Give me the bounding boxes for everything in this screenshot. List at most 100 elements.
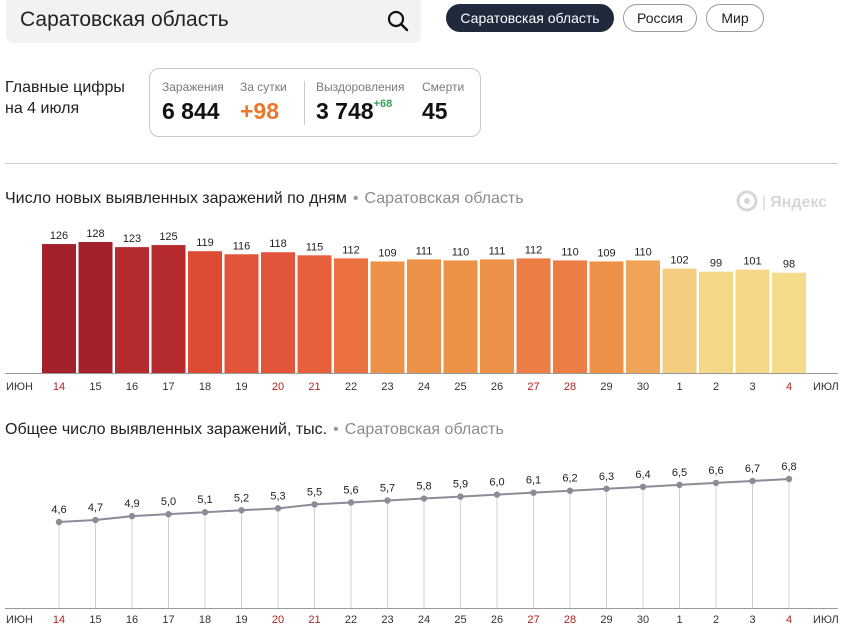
- summary-title: Главные цифры на 4 июля: [5, 79, 125, 117]
- yandex-watermark: | Яндекс: [736, 190, 827, 212]
- bar-value-label: 111: [489, 245, 506, 257]
- bar-value-label: 115: [306, 241, 324, 253]
- search-box[interactable]: Саратовская область: [6, 0, 421, 43]
- recovered-value: 3 748: [316, 98, 374, 124]
- data-point: [311, 501, 318, 508]
- x-tick-label: 17: [162, 614, 174, 626]
- stats-divider: [304, 81, 305, 125]
- x-tick-label: 17: [162, 381, 174, 393]
- stat-deaths: Смерти 45: [422, 80, 464, 125]
- x-tick-label: 27: [527, 614, 539, 626]
- x-tick-label: 23: [381, 381, 393, 393]
- region-tab-saratov[interactable]: Саратовская область: [446, 4, 614, 32]
- infections-label: Заражения: [162, 80, 224, 94]
- bar-value-label: 102: [670, 255, 688, 267]
- bar: [115, 247, 149, 373]
- stats-card: Заражения 6 844 За сутки +98 Выздоровлен…: [149, 68, 481, 137]
- data-point: [566, 487, 574, 494]
- stat-recovered: Выздоровления 3 748+68: [316, 80, 405, 125]
- x-tick-label: 19: [235, 614, 247, 626]
- x-tick-label: 23: [381, 614, 393, 626]
- point-value-label: 4,9: [124, 498, 139, 510]
- deaths-value: 45: [422, 98, 448, 124]
- x-tick-label: 28: [564, 614, 576, 626]
- bar-chart-region: Саратовская область: [364, 190, 524, 207]
- line-chart-region: Саратовская область: [344, 421, 504, 438]
- region-tab-world[interactable]: Мир: [706, 4, 764, 32]
- bar: [553, 260, 587, 373]
- bar-chart-title-row: Число новых выявленных заражений по дням…: [5, 190, 524, 208]
- x-tick-label: 22: [345, 381, 357, 393]
- x-tick-label: 4: [786, 614, 792, 626]
- data-point: [165, 510, 172, 518]
- point-value-label: 5,7: [380, 483, 395, 495]
- bar: [516, 258, 551, 373]
- line-chart-title: Общее число выявленных заражений, тыс.: [5, 421, 328, 438]
- bar-value-label: 128: [86, 228, 104, 240]
- x-tick-label: 28: [564, 381, 576, 393]
- bar-value-label: 109: [378, 247, 396, 259]
- deaths-label: Смерти: [422, 80, 465, 94]
- x-tick-label: 24: [418, 381, 430, 393]
- x-tick-label: 29: [600, 614, 612, 626]
- stat-infections: Заражения 6 844: [162, 80, 224, 125]
- month-label-start: ИЮН: [6, 381, 33, 393]
- bar-value-label: 110: [634, 246, 652, 258]
- data-point: [676, 481, 683, 489]
- x-tick-label: 25: [454, 381, 466, 393]
- search-icon[interactable]: [387, 10, 409, 32]
- point-value-label: 5,3: [270, 490, 285, 502]
- bar-value-label: 110: [452, 246, 470, 258]
- daily-label: За сутки: [240, 80, 287, 94]
- point-value-label: 5,5: [307, 486, 322, 498]
- month-label-start: ИЮН: [6, 614, 33, 626]
- x-tick-label: 20: [272, 381, 284, 393]
- data-point: [55, 518, 63, 526]
- point-value-label: 5,6: [343, 484, 358, 496]
- point-value-label: 6,6: [708, 465, 723, 477]
- infections-value: 6 844: [162, 98, 220, 124]
- x-tick-label: 1: [676, 381, 682, 393]
- bar: [370, 261, 405, 373]
- x-tick-label: 30: [637, 614, 649, 626]
- yandex-logo-icon: [736, 190, 758, 212]
- data-point: [785, 475, 793, 483]
- data-point: [749, 477, 756, 485]
- line-chart: 4,6144,7154,9165,0175,1185,2195,3205,521…: [5, 461, 839, 626]
- bar: [589, 261, 624, 373]
- bar-value-label: 111: [416, 245, 433, 257]
- point-value-label: 5,2: [234, 492, 249, 504]
- point-value-label: 5,9: [453, 479, 468, 491]
- x-tick-label: 20: [272, 614, 284, 626]
- region-tab-russia[interactable]: Россия: [623, 4, 697, 32]
- bar-value-label: 112: [525, 244, 543, 256]
- x-tick-label: 14: [53, 381, 65, 393]
- bar-value-label: 112: [342, 244, 360, 256]
- data-point: [238, 507, 245, 514]
- month-label-end: ИЮЛ: [813, 614, 839, 626]
- bar-chart-title: Число новых выявленных заражений по дням: [5, 190, 347, 207]
- search-input[interactable]: Саратовская область: [20, 8, 229, 31]
- recovered-delta: +68: [373, 98, 393, 110]
- x-tick-label: 18: [199, 614, 211, 626]
- x-tick-label: 25: [454, 614, 466, 626]
- bar-value-label: 125: [159, 231, 177, 243]
- x-tick-label: 24: [418, 614, 430, 626]
- bar: [188, 251, 222, 373]
- point-value-label: 6,4: [635, 469, 650, 481]
- bar-value-label: 101: [743, 256, 761, 268]
- x-tick-label: 14: [53, 614, 65, 626]
- data-point: [603, 485, 610, 492]
- x-tick-label: 3: [749, 614, 755, 626]
- data-point: [347, 499, 355, 506]
- bar: [735, 269, 770, 373]
- x-tick-label: 15: [89, 381, 101, 393]
- x-tick-label: 26: [491, 614, 503, 626]
- data-point: [128, 512, 136, 520]
- data-point: [92, 516, 99, 524]
- point-value-label: 4,7: [88, 502, 103, 514]
- bar: [78, 242, 113, 373]
- x-tick-label: 22: [345, 614, 357, 626]
- bar: [42, 244, 76, 373]
- x-tick-label: 27: [527, 381, 539, 393]
